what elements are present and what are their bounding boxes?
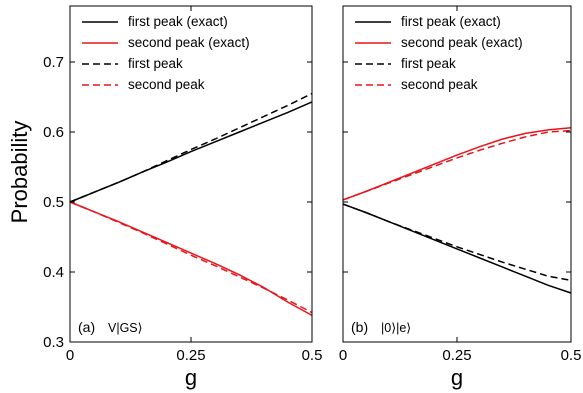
series-line-b-1 bbox=[342, 127, 572, 201]
y-tick-label: 0.4 bbox=[43, 264, 64, 281]
panel-a: 0 0.25 0.5 0.3 0.4 0.5 0.6 0.7 g first peak (exac… bbox=[43, 5, 323, 390]
legend-label: second peak (exact) bbox=[128, 35, 250, 50]
x-axis-label: g bbox=[185, 365, 197, 390]
y-tick-label: 0.6 bbox=[43, 124, 64, 141]
y-axis-label: Probability bbox=[7, 121, 32, 224]
legend-label: first peak bbox=[128, 56, 183, 71]
y-tick-label: 0.5 bbox=[43, 194, 64, 211]
panel-label: (b) bbox=[351, 319, 368, 335]
state-label: V|GS⟩ bbox=[108, 321, 143, 335]
series-line-a-1 bbox=[69, 201, 313, 317]
x-tick-label: 0.25 bbox=[176, 347, 205, 364]
x-axis-label: g bbox=[451, 365, 463, 390]
plot-frame-b bbox=[342, 5, 572, 343]
legend-label: first peak bbox=[401, 56, 456, 71]
y-tick-label: 0.3 bbox=[43, 334, 64, 351]
series-line-a-2 bbox=[69, 92, 313, 203]
series-line-b-2 bbox=[342, 203, 572, 282]
legend-label: first peak (exact) bbox=[401, 14, 501, 29]
panel-label: (a) bbox=[78, 319, 95, 335]
legend-label: second peak (exact) bbox=[401, 35, 523, 50]
x-tick-label: 0.25 bbox=[442, 347, 471, 364]
x-tick-label: 0.5 bbox=[302, 347, 323, 364]
legend-label: second peak bbox=[401, 77, 478, 92]
x-tick-label: 0 bbox=[339, 347, 347, 364]
series-line-b-0 bbox=[342, 203, 572, 294]
legend-label: first peak (exact) bbox=[128, 14, 228, 29]
series-line-b-3 bbox=[342, 129, 572, 201]
series-line-a-3 bbox=[69, 201, 313, 314]
legend-label: second peak bbox=[128, 77, 205, 92]
state-label: |0⟩|e⟩ bbox=[381, 321, 411, 335]
x-tick-label: 0 bbox=[66, 347, 74, 364]
panel-b: 0 0.25 0.5 g first peak (exact) second peak (… bbox=[339, 5, 582, 390]
x-tick-label: 0.5 bbox=[561, 347, 582, 364]
y-tick-label: 0.7 bbox=[43, 54, 64, 71]
series-line-a-0 bbox=[69, 101, 313, 203]
plot-frame-a bbox=[69, 5, 313, 343]
